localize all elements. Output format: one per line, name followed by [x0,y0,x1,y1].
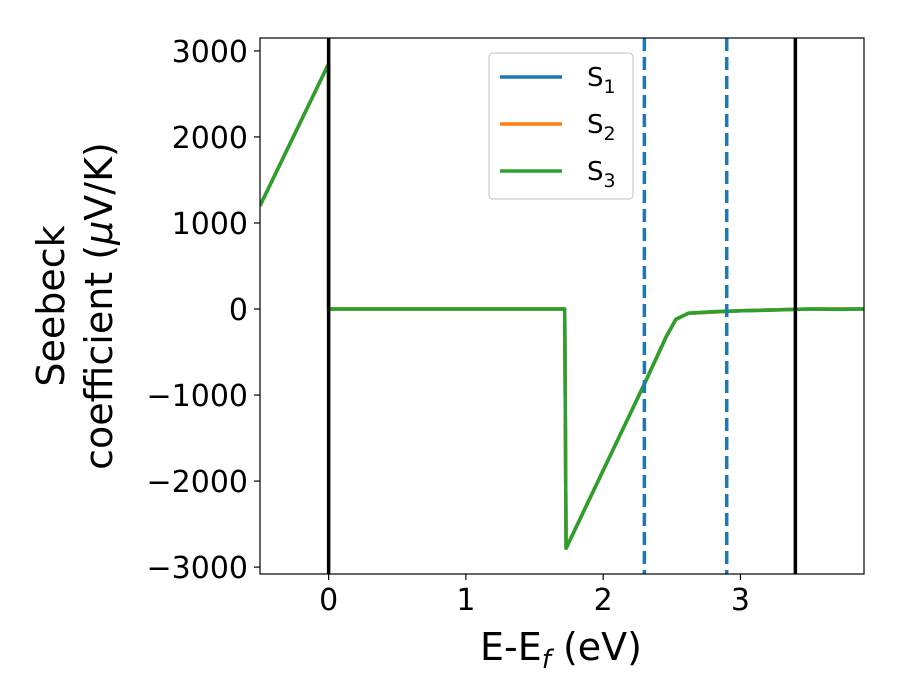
legend-box [488,52,634,200]
y-tick-label-6: −3000 [147,551,248,586]
y-axis-label-mu: μ [77,221,121,246]
x-axis-label-unit: (eV) [551,625,642,669]
x-tick-label-0: 0 [319,583,338,618]
legend: S1 S2 S3 [488,52,634,200]
y-tick-label-4: −1000 [147,379,248,414]
y-tick-label-3: 0 [229,293,248,328]
x-tick-label-2: 2 [594,583,613,618]
y-tick-label-5: −2000 [147,465,248,500]
y-axis-label-unit: V/K) [77,142,121,221]
x-tick-label-3: 3 [731,583,750,618]
plot-frame [259,37,865,575]
y-axis-label-text: coefficient ( [77,245,121,470]
x-axis-label-base: E-E [480,625,542,669]
vline-layer [326,38,798,574]
x-tick-label-1: 1 [456,583,475,618]
y-axis-label-line1: Seebeck [29,225,73,386]
y-tick-label-1: 2000 [172,121,248,156]
legend-label-2: S2 [587,110,616,145]
y-tick-label-2: 1000 [172,207,248,242]
tick-layer: 0 1 2 3 3000 2000 1000 0 −1000 −2000 −3000 [147,35,750,618]
legend-label-3: S3 [587,157,616,192]
y-tick-label-0: 3000 [172,35,248,70]
y-axis-label: Seebeck coefficient (μV/K) [29,142,121,470]
x-axis-label: E-Ef (eV) [480,625,642,675]
y-axis-label-line2: coefficient (μV/K) [77,142,121,470]
legend-label-1: S1 [587,63,616,98]
